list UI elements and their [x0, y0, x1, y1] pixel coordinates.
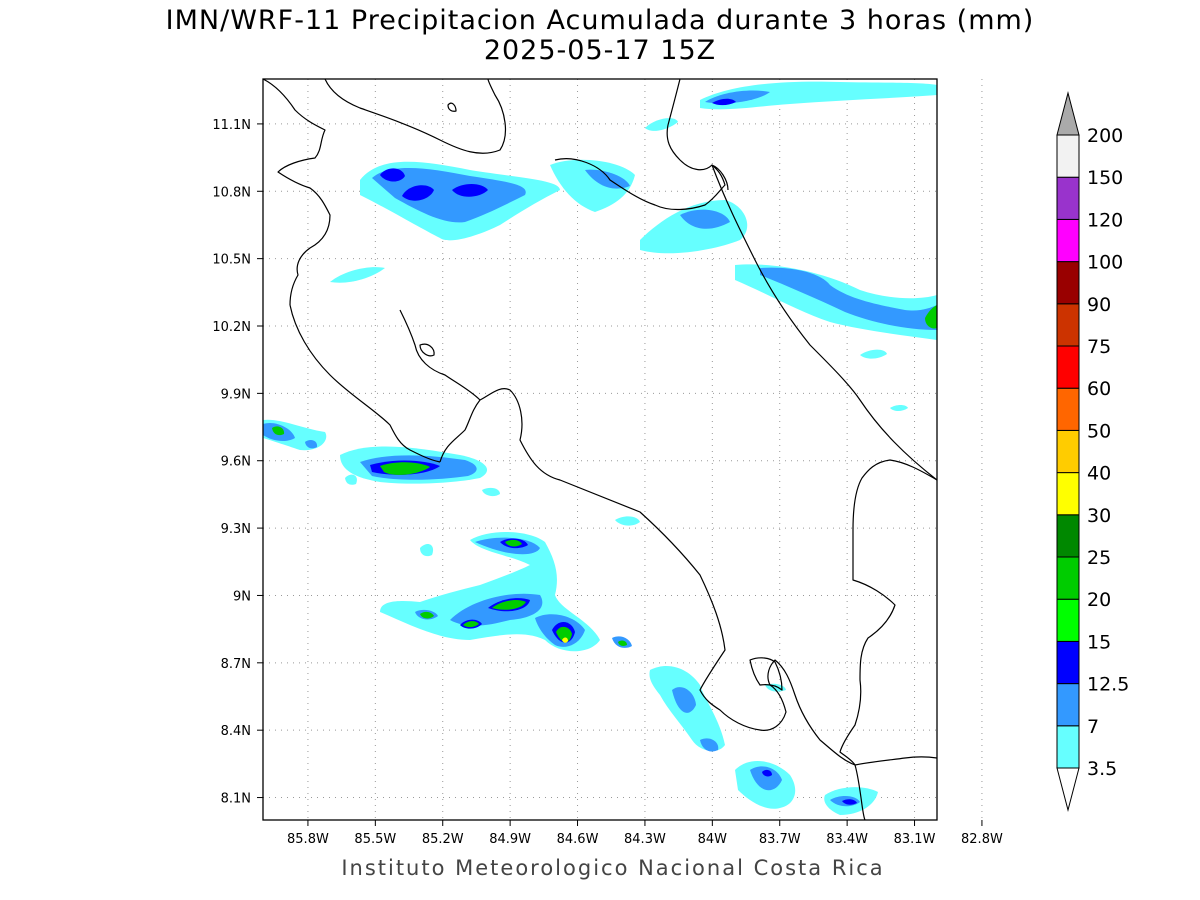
precip-core-3 [452, 184, 488, 197]
lon-tick-label: 85.8W [287, 832, 329, 847]
colorbar-bottom-arrow [1056, 767, 1080, 812]
lon-tick-label: 84W [698, 832, 728, 847]
burica-peninsula [854, 764, 866, 820]
lat-tick-label: 9.3N [221, 522, 251, 537]
colorbar-segment [1056, 176, 1080, 220]
nicaragua-border [263, 79, 331, 306]
colorbar-legend: 3.5 7 12.5 15 20 25 30 40 50 60 75 90 100 120 150 200 [1056, 91, 1129, 812]
pacific-coast-central [479, 388, 856, 766]
lon-tick-label: 83.4W [826, 832, 868, 847]
lat-tick-label: 9.9N [221, 387, 251, 402]
lon-tick-label: 84.9W [489, 832, 531, 847]
lon-tick-label: 84.6W [557, 832, 599, 847]
precip-core-1 [380, 168, 405, 182]
colorbar-level-label: 120 [1087, 209, 1123, 231]
lat-tick-label: 8.1N [221, 792, 251, 807]
colorbar-level-label: 100 [1087, 252, 1123, 274]
precip-area-caribbean-top [700, 81, 937, 110]
precip-area-north-central [550, 159, 635, 212]
colorbar-level-label: 200 [1087, 125, 1123, 147]
lat-tick-label: 10.8N [212, 185, 251, 200]
footer-credit: Instituto Meteorologico Nacional Costa R… [341, 856, 885, 880]
precip-area-north-west-inner [372, 167, 526, 223]
lat-tick-label: 9.6N [221, 455, 251, 470]
nicoya-island [419, 343, 435, 357]
colorbar-level-label: 15 [1087, 631, 1111, 653]
lon-tick-label: 84.3W [624, 832, 666, 847]
colorbar-top-arrow [1056, 91, 1080, 136]
lon-tick-label: 85.2W [422, 832, 464, 847]
colorbar-level-label: 25 [1087, 547, 1111, 569]
colorbar-level-label: 40 [1087, 463, 1111, 485]
nicoya-gulf [399, 309, 481, 463]
chart-title: IMN/WRF-11 Precipitacion Acumulada duran… [165, 5, 1035, 36]
colorbar-segment [1056, 218, 1080, 263]
lat-tick-label: 10.5N [212, 253, 251, 268]
san-juan-river [666, 79, 713, 171]
colorbar-level-label: 150 [1087, 167, 1123, 189]
lon-tick-label: 85.5W [354, 832, 396, 847]
colorbar-segment [1056, 429, 1080, 474]
colorbar-level-label: 75 [1087, 336, 1111, 358]
colorbar-level-label: 50 [1087, 420, 1111, 442]
precipitation-field [263, 81, 937, 815]
lat-tick-label: 8.7N [221, 657, 251, 672]
lat-tick-label: 11.1N [212, 118, 251, 133]
colorbar-segment [1056, 261, 1080, 305]
lon-tick-label: 83.7W [759, 832, 801, 847]
osa-peninsula [749, 657, 783, 691]
pacific-coast-north [289, 304, 441, 463]
colorbar-segment [1056, 514, 1080, 558]
colorbar-segment [1056, 598, 1080, 642]
caribbean-coast [711, 164, 937, 481]
colorbar-level-label: 30 [1087, 505, 1111, 527]
colorbar-segment [1056, 683, 1080, 727]
colorbar-segment [1056, 303, 1080, 347]
colorbar-level-label: 3.5 [1087, 758, 1117, 780]
colorbar-level-label: 20 [1087, 589, 1111, 611]
lat-tick-label: 10.2N [212, 320, 251, 335]
lon-tick-label: 82.8W [961, 832, 1003, 847]
chart-subtitle-datetime: 2025-05-17 15Z [483, 35, 717, 66]
lat-tick-label: 9N [233, 589, 251, 604]
colorbar-segment [1056, 472, 1080, 516]
lake-nicaragua-shore [324, 79, 507, 154]
colorbar-level-label: 90 [1087, 294, 1111, 316]
map-axes: 85.8W 85.5W 85.2W 84.9W 84.6W 84.3W 84W 83.7W 83… [212, 118, 1003, 847]
coastline-and-borders [263, 79, 937, 820]
colorbar-segment [1056, 345, 1080, 389]
colorbar-level-label: 7 [1087, 716, 1099, 738]
lat-tick-label: 8.4N [221, 724, 251, 739]
colorbar-segment [1056, 387, 1080, 431]
panama-border [839, 459, 937, 766]
colorbar-segment [1056, 556, 1080, 600]
map-frame [262, 78, 938, 821]
lon-tick-label: 83.1W [894, 832, 936, 847]
colorbar-segment [1056, 725, 1080, 769]
colorbar-segment [1056, 640, 1080, 685]
colorbar-level-label: 60 [1087, 378, 1111, 400]
precip-core-2 [402, 185, 434, 201]
colorbar-segment [1056, 134, 1080, 178]
colorbar-level-label: 12.5 [1087, 674, 1129, 696]
